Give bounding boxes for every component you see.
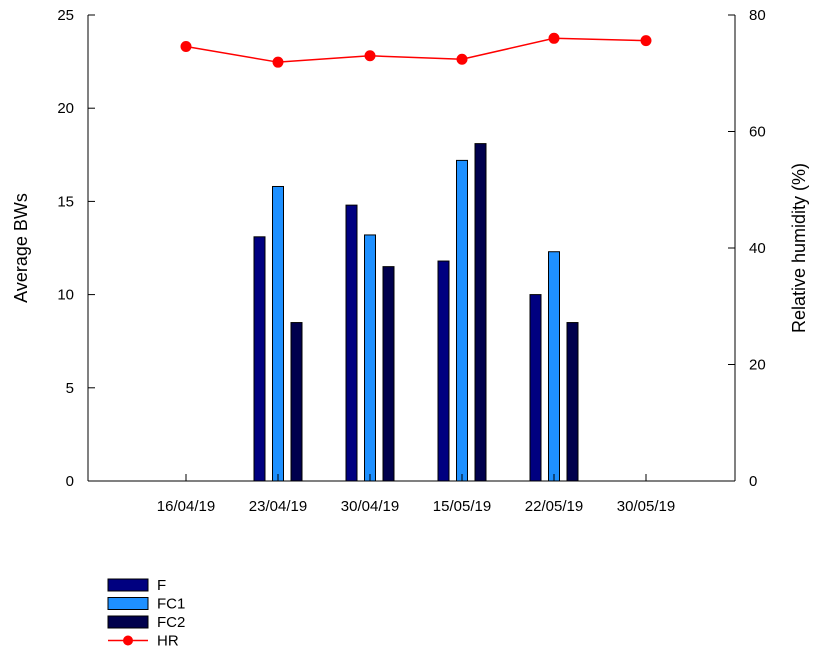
bar-fc2-4 (566, 322, 579, 482)
bar-f-4 (529, 294, 542, 482)
legend-marker-hr (123, 635, 133, 646)
y2-tick-label: 0 (749, 473, 757, 490)
y-tick-label: 10 (57, 287, 74, 304)
y-tick-label: 5 (66, 380, 74, 397)
bar-fc1-1 (272, 185, 284, 482)
y2-tick-label: 40 (749, 240, 766, 257)
legend-label-fc2: FC2 (157, 614, 185, 631)
y2-tick-label: 20 (749, 357, 766, 374)
legend-label-fc1: FC1 (157, 596, 185, 613)
line-hr (185, 37, 647, 63)
bar-f-2 (345, 204, 358, 482)
point-hr-5 (640, 35, 652, 47)
axes: 0 5 10 15 20 25 0 20 40 60 80 16/04/19 23/04/19 30/04… (11, 7, 809, 515)
bar-f-3 (437, 260, 450, 482)
bar-fc2-3 (474, 143, 487, 482)
y-tick-label: 25 (57, 7, 74, 24)
y2-tick-label: 60 (749, 124, 766, 141)
y-axis-title: Average BWs (11, 193, 31, 303)
y-tick-label: 20 (57, 100, 74, 117)
bar-f-1 (253, 236, 266, 482)
bar-fc1-4 (548, 251, 560, 482)
bar-fc1-3 (456, 159, 468, 482)
legend-swatch-fc1 (107, 597, 149, 610)
plot-area (180, 32, 652, 482)
point-hr-0 (180, 40, 192, 52)
x-tick-label: 23/04/19 (249, 498, 307, 515)
y-tick-label: 0 (66, 473, 74, 490)
bar-fc2-1 (290, 322, 303, 482)
bar-fc1-2 (364, 234, 376, 482)
legend-label-hr: HR (157, 633, 179, 650)
y2-axis-title: Relative humidity (%) (789, 163, 809, 333)
x-tick-label: 15/05/19 (433, 498, 491, 515)
y2-tick-label: 80 (749, 7, 766, 24)
x-tick-label: 30/05/19 (617, 498, 675, 515)
x-tick-label: 30/04/19 (341, 498, 399, 515)
bar-fc2-2 (382, 266, 395, 482)
x-tick-label: 22/05/19 (525, 498, 583, 515)
legend-label-f: F (157, 577, 166, 594)
point-hr-1 (272, 56, 284, 68)
legend-swatch-fc2 (107, 615, 149, 629)
legend-swatch-f (107, 578, 149, 592)
point-hr-4 (548, 32, 560, 44)
point-hr-3 (456, 53, 468, 65)
x-tick-label: 16/04/19 (157, 498, 215, 515)
point-hr-2 (364, 50, 376, 62)
y-tick-label: 15 (57, 193, 74, 210)
